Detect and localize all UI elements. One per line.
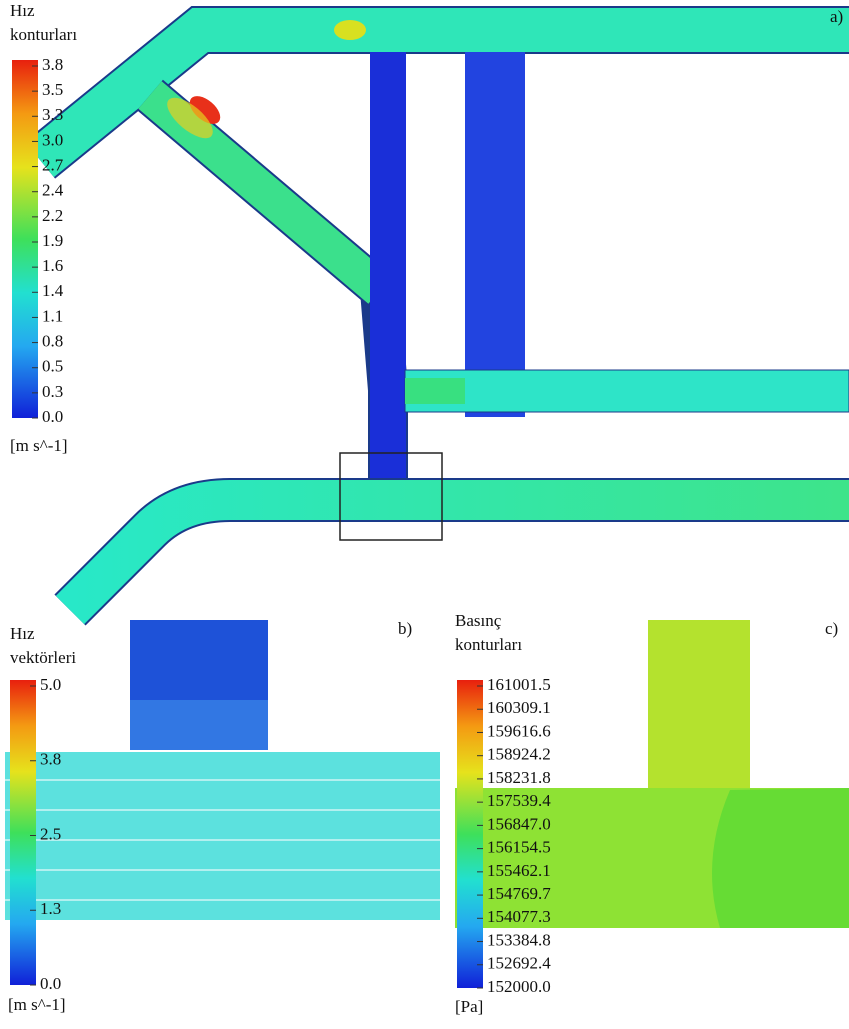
colorbar-tick-label: 156847.0 bbox=[487, 814, 551, 833]
colorbar-tick-label: 0.8 bbox=[42, 331, 63, 350]
colorbar-tick-label: 2.2 bbox=[42, 206, 63, 225]
legend-unit: [m s^-1] bbox=[8, 995, 66, 1014]
colorbar-tick-label: 0.3 bbox=[42, 382, 63, 401]
colorbar-tick-label: 3.5 bbox=[42, 80, 63, 99]
figure: a) Hız konturları 3.8 3.5 3.3 3.0 2.7 2.4 2.2 1.9 1… bbox=[0, 0, 849, 1024]
colorbar-tick-label: 3.8 bbox=[40, 750, 61, 769]
colorbar-tick-label: 2.5 bbox=[40, 824, 61, 843]
colorbar-tick-label: 1.6 bbox=[42, 256, 63, 275]
colorbar-tick-label: 158924.2 bbox=[487, 745, 551, 764]
legend-title: vektörleri bbox=[10, 648, 76, 667]
colorbar bbox=[10, 680, 36, 985]
colorbar-tick-label: 1.3 bbox=[40, 899, 61, 918]
legend-title: konturları bbox=[455, 635, 522, 654]
legend-title: Basınç bbox=[455, 611, 502, 630]
colorbar-tick-label: 157539.4 bbox=[487, 791, 551, 810]
panel-a-geometry bbox=[40, 20, 849, 610]
colorbar-tick-label: 1.4 bbox=[42, 281, 64, 300]
colorbar-tick-label: 154077.3 bbox=[487, 907, 551, 926]
colorbar-tick-label: 1.1 bbox=[42, 306, 63, 325]
colorbar-tick-label: 152000.0 bbox=[487, 977, 551, 996]
colorbar-tick-label: 2.4 bbox=[42, 181, 64, 200]
colorbar-tick-label: 159616.6 bbox=[487, 721, 551, 740]
colorbar-tick-label: 3.3 bbox=[42, 105, 63, 124]
colorbar-tick-label: 0.0 bbox=[40, 974, 61, 993]
legend-title: Hız bbox=[10, 1, 35, 20]
colorbar-tick-label: 160309.1 bbox=[487, 698, 551, 717]
colorbar-tick-label: 0.0 bbox=[42, 407, 63, 426]
colorbar-tick-label: 156154.5 bbox=[487, 838, 551, 857]
panel-label: b) bbox=[398, 619, 412, 638]
colorbar-tick-label: 1.9 bbox=[42, 231, 63, 250]
legend-title: konturları bbox=[10, 25, 77, 44]
colorbar-tick-label: 5.0 bbox=[40, 675, 61, 694]
panel-label: a) bbox=[830, 7, 843, 26]
legend-title: Hız bbox=[10, 624, 35, 643]
colorbar-tick-label: 152692.4 bbox=[487, 954, 551, 973]
colorbar-tick-label: 161001.5 bbox=[487, 675, 551, 694]
legend-unit: [Pa] bbox=[455, 997, 483, 1016]
colorbar-tick-label: 153384.8 bbox=[487, 930, 551, 949]
colorbar-tick-label: 3.8 bbox=[42, 55, 63, 74]
colorbar-tick-label: 155462.1 bbox=[487, 861, 551, 880]
colorbar bbox=[12, 60, 38, 418]
legend-unit: [m s^-1] bbox=[10, 436, 68, 455]
colorbar-tick-label: 0.5 bbox=[42, 357, 63, 376]
colorbar-tick-label: 154769.7 bbox=[487, 884, 551, 903]
panel-label: c) bbox=[825, 619, 838, 638]
colorbar-tick-label: 2.7 bbox=[42, 155, 64, 174]
colorbar-tick-label: 3.0 bbox=[42, 130, 63, 149]
colorbar-tick-label: 158231.8 bbox=[487, 768, 551, 787]
